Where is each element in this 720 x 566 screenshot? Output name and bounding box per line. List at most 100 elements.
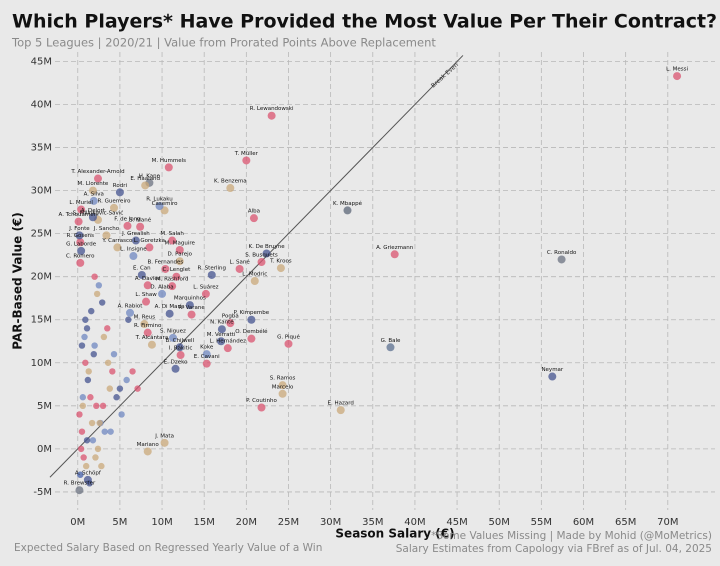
point-label: C. Lenglet <box>163 267 192 273</box>
point-label: Neymar <box>541 367 563 373</box>
point-label: L. Goretzka <box>134 238 165 244</box>
point <box>126 308 135 317</box>
point <box>160 438 169 447</box>
point-label: G. Piqué <box>277 333 300 340</box>
point-label: J. Sancho <box>93 226 120 232</box>
point <box>137 270 146 279</box>
point-label: A. Silva <box>84 191 104 197</box>
point-label: L. Shaw <box>135 292 157 298</box>
y-tick-label: 45M <box>31 56 52 67</box>
point <box>110 350 118 358</box>
point <box>257 258 266 267</box>
point <box>90 350 97 358</box>
point-label: A. Davies <box>135 276 161 282</box>
point <box>85 368 92 375</box>
point <box>175 246 184 255</box>
point <box>95 282 103 289</box>
point <box>101 428 108 435</box>
x-tick-label: 15M <box>194 517 215 528</box>
point-label: A. Schöpf <box>75 470 102 476</box>
y-tick-label: 40M <box>31 100 52 111</box>
point <box>104 325 111 332</box>
point <box>202 359 211 368</box>
point-label: C. Romero <box>66 253 95 259</box>
point <box>223 344 232 353</box>
point-label: L. Messi <box>666 67 688 73</box>
point <box>155 202 164 211</box>
x-tick-label: 0M <box>70 517 85 528</box>
point-label: J. Mata <box>154 433 174 439</box>
point <box>89 196 98 205</box>
point <box>134 385 141 392</box>
point-label: L. Insigne <box>120 247 147 253</box>
reference-line <box>49 55 464 478</box>
point <box>247 315 256 324</box>
point <box>242 156 251 165</box>
point-label: L. Modric <box>242 272 267 278</box>
point <box>278 389 287 398</box>
point-label: E. Can <box>133 265 151 271</box>
point <box>91 273 98 280</box>
point <box>171 364 180 373</box>
point-label: A. Griezmann <box>376 245 414 251</box>
point <box>91 342 98 349</box>
point <box>336 406 345 415</box>
point-label: Mariano <box>137 442 160 448</box>
x-tick-label: 10M <box>151 517 172 528</box>
x-tick-label: 30M <box>320 517 341 528</box>
point <box>74 217 83 226</box>
point <box>115 188 124 197</box>
point-label: Marquinhos <box>174 296 206 302</box>
point <box>161 264 170 273</box>
point-label: Koke <box>200 345 214 351</box>
point-label: R. Firmino <box>134 323 162 329</box>
point-label: Casemiro <box>152 201 178 207</box>
point <box>87 394 94 401</box>
point <box>217 337 226 346</box>
point-label: Pogba <box>222 314 239 320</box>
point <box>89 437 97 444</box>
point <box>96 419 103 427</box>
point <box>77 471 84 478</box>
point <box>147 340 156 349</box>
point-label: A. Rabiot <box>118 303 144 309</box>
point <box>278 381 287 390</box>
point <box>386 343 395 352</box>
point <box>548 372 557 381</box>
point <box>98 462 105 470</box>
point <box>165 309 174 318</box>
point <box>82 316 89 323</box>
point-label: S. Ramos <box>270 376 296 382</box>
point <box>129 368 136 375</box>
point <box>284 339 293 348</box>
footnote: Expected Salary Based on Regressed Yearl… <box>14 542 322 554</box>
point <box>116 385 124 392</box>
x-tick-label: 40M <box>404 517 425 528</box>
x-axis-label: Season Salary (€) <box>335 527 454 541</box>
point-label: R. Sterling <box>198 265 226 271</box>
point <box>168 282 177 291</box>
point <box>100 333 108 341</box>
point-label: J. Fonte <box>68 226 90 232</box>
x-tick-label: 20M <box>236 517 257 528</box>
point <box>145 243 154 252</box>
point <box>185 301 194 310</box>
point <box>77 205 86 214</box>
point <box>673 72 682 81</box>
point-label: R. Guerreiro <box>98 198 132 204</box>
point <box>113 394 120 401</box>
point <box>83 475 92 484</box>
point <box>78 428 86 435</box>
point <box>169 333 178 342</box>
point <box>226 184 235 193</box>
point <box>104 359 112 366</box>
reference-label: Break Even <box>430 61 460 89</box>
point <box>235 264 244 273</box>
point-label: J. Grealish <box>121 231 150 237</box>
point <box>93 402 100 410</box>
point <box>217 325 226 334</box>
y-axis-label: PAR-Based Value (€) <box>11 212 25 350</box>
x-tick-label: 55M <box>531 517 552 528</box>
point <box>84 376 92 384</box>
